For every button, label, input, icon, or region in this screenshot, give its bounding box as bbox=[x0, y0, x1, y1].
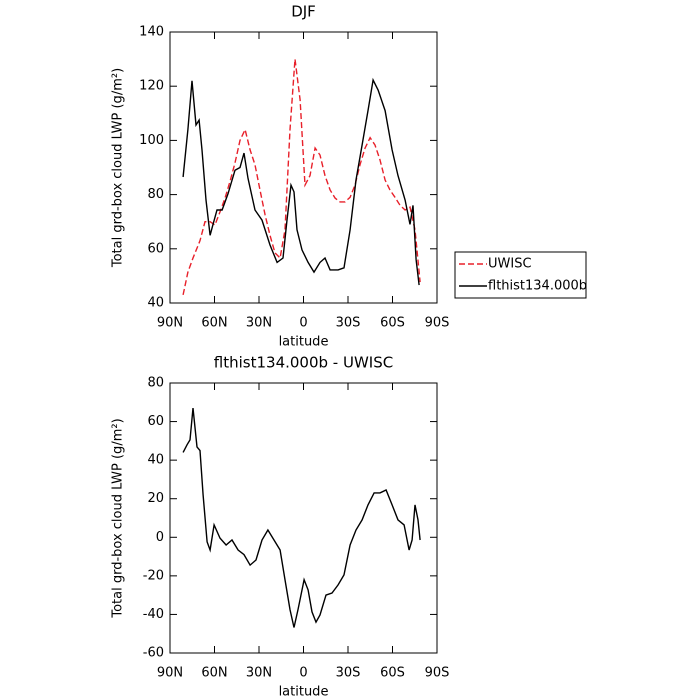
chart-title: DJF bbox=[291, 3, 316, 21]
data-line bbox=[182, 408, 421, 628]
x-tick-label: 90S bbox=[425, 666, 450, 681]
y-tick-label: -60 bbox=[143, 646, 164, 661]
data-line bbox=[182, 59, 421, 296]
x-tick-label: 90N bbox=[157, 666, 183, 681]
y-tick-label: -20 bbox=[143, 568, 164, 583]
x-tick-label: 30S bbox=[336, 666, 361, 681]
y-axis-label: Total grd-box cloud LWP (g/m²) bbox=[111, 418, 126, 618]
x-axis-label: latitude bbox=[279, 685, 329, 700]
y-tick-label: 0 bbox=[156, 530, 164, 545]
legend-box bbox=[454, 251, 587, 299]
y-tick-label: 20 bbox=[147, 491, 164, 506]
y-tick-label: 60 bbox=[147, 414, 164, 429]
x-tick-label: 30S bbox=[336, 316, 361, 331]
y-axis-label: Total grd-box cloud LWP (g/m²) bbox=[111, 68, 126, 268]
x-tick-label: 30N bbox=[246, 316, 272, 331]
chart-title: flthist134.000b - UWISC bbox=[214, 354, 393, 372]
legend-label: flthist134.000b bbox=[488, 279, 587, 294]
x-tick-label: 60N bbox=[201, 666, 227, 681]
x-tick-label: 90N bbox=[157, 316, 183, 331]
y-tick-label: 120 bbox=[139, 79, 164, 94]
y-tick-label: 140 bbox=[139, 25, 164, 40]
y-tick-label: 80 bbox=[147, 376, 164, 391]
y-tick-label: 40 bbox=[147, 296, 164, 311]
x-axis-label: latitude bbox=[279, 335, 329, 350]
x-tick-label: 60S bbox=[380, 666, 405, 681]
data-line bbox=[182, 77, 420, 286]
y-tick-label: 40 bbox=[147, 453, 164, 468]
x-tick-label: 30N bbox=[246, 666, 272, 681]
x-tick-label: 60S bbox=[380, 316, 405, 331]
y-tick-label: 80 bbox=[147, 187, 164, 202]
x-tick-label: 0 bbox=[299, 316, 307, 331]
legend-label: UWISC bbox=[488, 257, 532, 272]
y-tick-label: 60 bbox=[147, 241, 164, 256]
y-tick-label: 100 bbox=[139, 133, 164, 148]
x-tick-label: 60N bbox=[201, 316, 227, 331]
x-tick-label: 90S bbox=[425, 316, 450, 331]
x-tick-label: 0 bbox=[299, 666, 307, 681]
y-tick-label: -40 bbox=[143, 607, 164, 622]
